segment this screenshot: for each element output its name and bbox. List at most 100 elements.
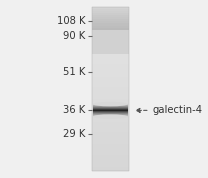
Bar [92, 159, 129, 161]
Text: 29 K: 29 K [63, 129, 85, 139]
Bar [92, 130, 129, 132]
Bar [92, 7, 129, 171]
Bar [92, 111, 129, 114]
Bar [92, 71, 129, 73]
Bar [92, 114, 129, 116]
Bar [92, 22, 129, 23]
Bar [93, 110, 128, 111]
Bar [92, 144, 129, 146]
Bar [93, 109, 128, 110]
Bar [92, 101, 129, 103]
Bar [92, 52, 129, 54]
Bar [93, 116, 128, 117]
Bar [92, 42, 129, 44]
Text: 108 K: 108 K [57, 16, 85, 26]
Bar [92, 44, 129, 46]
Bar [92, 124, 129, 126]
Bar [92, 169, 129, 171]
Bar [92, 134, 129, 136]
Bar [92, 13, 129, 15]
Ellipse shape [93, 102, 128, 106]
Bar [92, 99, 129, 101]
Bar [92, 163, 129, 165]
Bar [92, 32, 129, 34]
Bar [92, 103, 129, 105]
Bar [92, 60, 129, 62]
Bar [92, 28, 129, 30]
Bar [92, 167, 129, 169]
Bar [92, 46, 129, 48]
Bar [92, 62, 129, 64]
Text: 90 K: 90 K [63, 31, 85, 41]
Bar [92, 38, 129, 40]
Bar [92, 157, 129, 159]
Bar [92, 64, 129, 67]
Ellipse shape [93, 114, 128, 119]
Bar [92, 77, 129, 79]
Bar [92, 93, 129, 95]
Bar [93, 106, 128, 107]
Bar [92, 69, 129, 70]
Bar [92, 81, 129, 83]
Bar [92, 136, 129, 138]
Bar [92, 128, 129, 130]
Bar [92, 118, 129, 120]
Bar [92, 11, 129, 13]
Bar [93, 111, 128, 112]
Bar [93, 113, 128, 114]
Bar [92, 75, 129, 77]
Bar [92, 89, 129, 91]
Bar [92, 161, 129, 163]
Bar [92, 7, 129, 9]
Bar [92, 15, 129, 17]
Bar [92, 120, 129, 122]
Text: 36 K: 36 K [63, 105, 85, 115]
Bar [92, 30, 129, 32]
Bar [93, 114, 128, 115]
Bar [92, 85, 129, 87]
Bar [92, 148, 129, 150]
Bar [92, 58, 129, 60]
Bar [92, 97, 129, 99]
Bar [92, 150, 129, 152]
Bar [92, 56, 129, 58]
Bar [92, 67, 129, 69]
Bar [92, 79, 129, 81]
Bar [93, 115, 128, 116]
Bar [92, 108, 129, 109]
Bar [92, 146, 129, 148]
Bar [92, 34, 129, 36]
Bar [92, 54, 129, 56]
Bar [93, 108, 128, 109]
Bar [92, 132, 129, 134]
Bar [92, 142, 129, 144]
Bar [92, 73, 129, 75]
Bar [92, 91, 129, 93]
Bar [92, 116, 129, 118]
Text: 51 K: 51 K [63, 67, 85, 77]
Bar [92, 165, 129, 167]
Bar [92, 50, 129, 52]
Bar [93, 107, 128, 108]
Bar [92, 152, 129, 155]
Bar [92, 40, 129, 42]
Bar [92, 109, 129, 111]
Bar [92, 83, 129, 85]
Bar [93, 104, 128, 105]
Bar [92, 36, 129, 38]
Bar [92, 138, 129, 140]
Bar [92, 105, 129, 108]
Bar [92, 140, 129, 142]
Bar [92, 26, 129, 28]
Bar [93, 105, 128, 106]
Bar [92, 17, 129, 19]
Bar [92, 9, 129, 11]
Text: galectin-4: galectin-4 [153, 105, 203, 115]
Bar [92, 19, 129, 22]
Bar [92, 126, 129, 128]
Bar [93, 112, 128, 113]
Bar [92, 87, 129, 89]
Bar [92, 48, 129, 50]
Bar [92, 122, 129, 124]
Bar [92, 95, 129, 97]
